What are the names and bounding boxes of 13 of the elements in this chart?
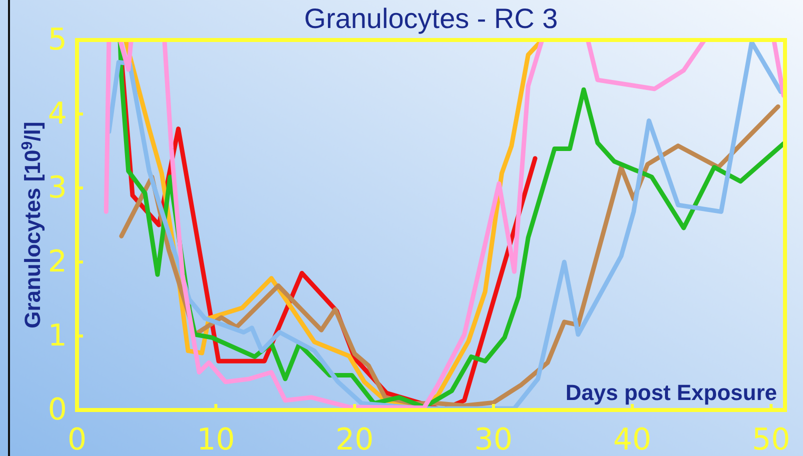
- x-tick-label: 40: [613, 422, 652, 456]
- y-tick-label: 0: [48, 392, 67, 428]
- chart-title: Granulocytes - RC 3: [304, 3, 558, 34]
- y-tick-label: 2: [48, 244, 67, 280]
- x-tick-label: 50: [752, 422, 790, 456]
- x-tick-label: 10: [196, 422, 235, 456]
- y-tick-label: 3: [48, 170, 67, 206]
- x-axis-title: Days post Exposure: [565, 380, 777, 405]
- x-tick-label: 20: [336, 422, 374, 456]
- x-tick-label: 30: [474, 422, 513, 456]
- y-tick-label: 4: [48, 96, 67, 132]
- y-tick-label: 1: [48, 318, 67, 354]
- y-tick-label: 5: [48, 22, 67, 58]
